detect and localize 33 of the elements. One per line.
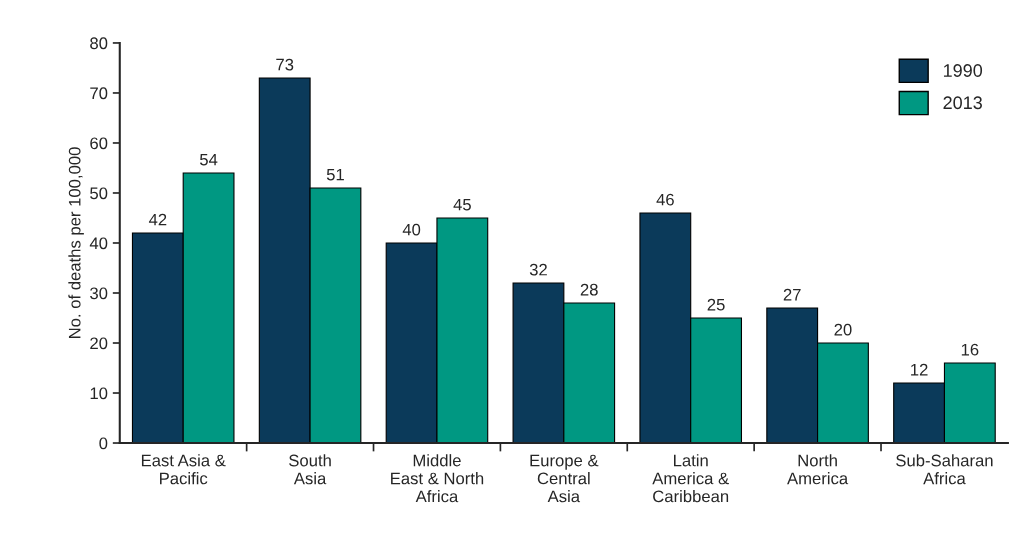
y-tick-label: 50	[90, 187, 108, 200]
legend-label: 2013	[943, 96, 982, 110]
data-label: 54	[199, 153, 218, 166]
x-tick-label: Sub-Saharan Africa	[896, 454, 993, 485]
data-label: 16	[961, 343, 979, 356]
x-tick-label: South Asia	[289, 454, 331, 485]
data-label: 40	[402, 223, 421, 236]
x-tick-label: Middle East & North Africa	[391, 454, 484, 503]
data-label: 51	[326, 168, 344, 181]
x-tick-label: North America	[787, 454, 849, 485]
legend-label: 1990	[943, 64, 983, 77]
y-tick-label: 10	[90, 387, 108, 400]
x-tick-label: East Asia & Pacific	[141, 454, 226, 485]
y-tick-label: 80	[90, 37, 108, 50]
data-label: 42	[148, 213, 167, 226]
data-label: 12	[911, 363, 928, 376]
data-label: 46	[656, 193, 674, 206]
y-tick-label: 0	[99, 437, 108, 450]
data-label: 32	[529, 263, 547, 276]
data-label: 27	[783, 288, 801, 301]
x-tick-label: Europe & Central Asia	[530, 454, 599, 503]
x-tick-label: Latin America & Caribbean	[652, 454, 729, 503]
data-label: 25	[707, 298, 725, 311]
y-tick-label: 60	[90, 137, 108, 150]
data-label: 73	[276, 58, 294, 71]
data-label: 45	[453, 198, 471, 211]
y-tick-label: 30	[90, 287, 108, 300]
y-tick-label: 70	[90, 87, 108, 100]
y-tick-label: 20	[90, 337, 108, 350]
data-label: 28	[580, 283, 598, 296]
data-label: 20	[834, 323, 852, 336]
y-tick-label: 40	[89, 237, 108, 250]
y-axis-title: No. of deaths per 100,000	[68, 147, 84, 338]
